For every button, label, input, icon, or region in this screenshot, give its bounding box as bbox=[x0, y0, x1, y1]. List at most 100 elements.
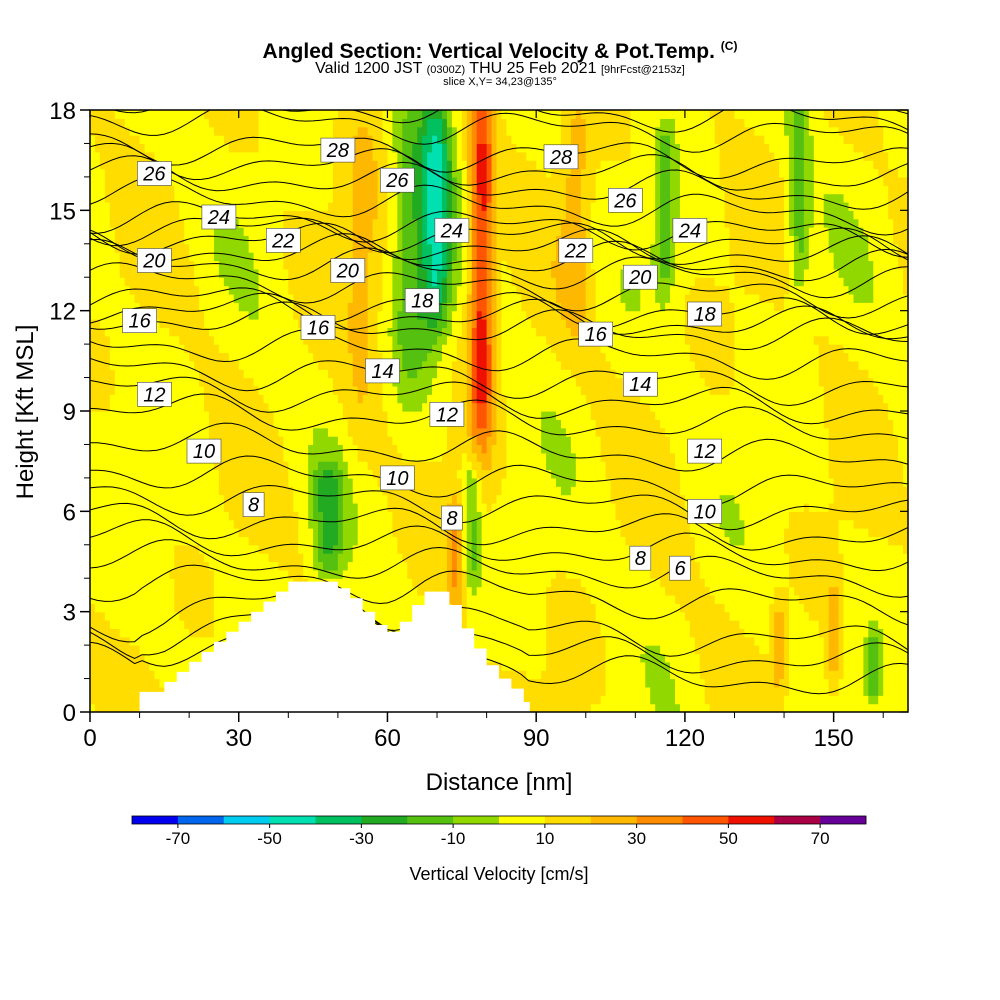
velocity-cell bbox=[323, 494, 329, 504]
velocity-cell bbox=[273, 110, 279, 119]
velocity-cell bbox=[124, 452, 131, 462]
velocity-cell bbox=[129, 268, 136, 278]
velocity-cell bbox=[159, 210, 165, 220]
velocity-cell bbox=[90, 335, 96, 345]
velocity-cell bbox=[308, 293, 314, 303]
velocity-cell bbox=[169, 201, 175, 211]
velocity-cell bbox=[357, 143, 364, 153]
velocity-cell bbox=[377, 528, 384, 538]
velocity-cell bbox=[392, 218, 398, 228]
velocity-cell bbox=[223, 243, 230, 253]
velocity-cell bbox=[233, 135, 240, 145]
velocity-cell bbox=[134, 661, 141, 671]
velocity-cell bbox=[154, 201, 161, 211]
velocity-cell bbox=[104, 268, 111, 278]
velocity-cell bbox=[189, 168, 195, 178]
velocity-cell bbox=[124, 394, 131, 404]
velocity-cell bbox=[273, 402, 279, 412]
velocity-cell bbox=[298, 143, 304, 153]
velocity-cell bbox=[218, 620, 225, 629]
velocity-cell bbox=[417, 586, 423, 596]
velocity-cell bbox=[204, 118, 210, 128]
velocity-cell bbox=[134, 586, 141, 596]
velocity-cell bbox=[204, 360, 210, 370]
velocity-cell bbox=[288, 419, 294, 429]
velocity-cell bbox=[417, 193, 423, 203]
velocity-cell bbox=[149, 201, 156, 211]
velocity-cell bbox=[323, 352, 329, 362]
velocity-cell bbox=[283, 469, 289, 479]
velocity-cell bbox=[154, 344, 161, 354]
velocity-cell bbox=[174, 310, 180, 320]
velocity-cell bbox=[362, 385, 369, 395]
velocity-cell bbox=[179, 335, 185, 345]
velocity-cell bbox=[382, 235, 389, 245]
velocity-cell bbox=[323, 227, 329, 237]
velocity-cell bbox=[243, 427, 250, 437]
velocity-cell bbox=[397, 394, 403, 404]
velocity-cell bbox=[114, 611, 121, 621]
velocity-cell bbox=[174, 285, 180, 295]
velocity-cell bbox=[308, 135, 314, 145]
velocity-cell bbox=[199, 319, 205, 328]
velocity-cell bbox=[114, 569, 121, 579]
velocity-cell bbox=[174, 293, 180, 303]
velocity-cell bbox=[184, 118, 190, 128]
velocity-cell bbox=[298, 218, 304, 228]
velocity-cell bbox=[189, 427, 195, 437]
velocity-cell bbox=[382, 385, 389, 395]
velocity-cell bbox=[377, 126, 384, 136]
velocity-cell bbox=[109, 628, 116, 638]
velocity-cell bbox=[258, 176, 265, 186]
velocity-cell bbox=[90, 578, 96, 588]
velocity-cell bbox=[427, 436, 433, 446]
velocity-cell bbox=[243, 302, 250, 312]
velocity-cell bbox=[263, 185, 270, 195]
velocity-cell bbox=[372, 185, 379, 195]
velocity-cell bbox=[204, 486, 210, 496]
velocity-cell bbox=[362, 285, 369, 295]
velocity-cell bbox=[134, 268, 141, 278]
velocity-cell bbox=[417, 327, 423, 337]
velocity-cell bbox=[268, 578, 275, 588]
velocity-cell bbox=[347, 402, 354, 412]
velocity-cell bbox=[268, 402, 275, 412]
velocity-cell bbox=[397, 260, 403, 270]
velocity-cell bbox=[179, 594, 185, 604]
velocity-cell bbox=[204, 302, 210, 312]
velocity-cell bbox=[184, 126, 190, 136]
velocity-cell bbox=[174, 620, 180, 629]
velocity-cell bbox=[407, 486, 413, 496]
velocity-cell bbox=[372, 252, 379, 262]
velocity-cell bbox=[347, 327, 354, 337]
velocity-cell bbox=[243, 411, 250, 420]
velocity-cell bbox=[273, 268, 279, 278]
velocity-cell bbox=[422, 268, 428, 278]
velocity-cell bbox=[114, 561, 121, 571]
velocity-cell bbox=[154, 603, 161, 613]
velocity-cell bbox=[337, 369, 344, 379]
velocity-cell bbox=[114, 160, 121, 170]
velocity-cell bbox=[124, 360, 131, 370]
velocity-cell bbox=[372, 135, 379, 145]
velocity-cell bbox=[228, 335, 235, 345]
velocity-cell bbox=[109, 561, 116, 571]
velocity-cell bbox=[159, 469, 165, 479]
velocity-cell bbox=[268, 160, 275, 170]
velocity-cell bbox=[164, 277, 170, 287]
velocity-cell bbox=[94, 686, 101, 696]
velocity-cell bbox=[228, 252, 235, 262]
velocity-cell bbox=[313, 243, 319, 253]
velocity-cell bbox=[253, 126, 260, 136]
velocity-cell bbox=[119, 160, 126, 170]
velocity-cell bbox=[288, 185, 294, 195]
velocity-cell bbox=[114, 603, 121, 613]
velocity-cell bbox=[397, 578, 403, 588]
velocity-cell bbox=[119, 603, 126, 613]
velocity-cell bbox=[362, 536, 369, 546]
velocity-cell bbox=[109, 151, 116, 161]
velocity-cell bbox=[332, 201, 339, 211]
velocity-cell bbox=[169, 243, 175, 253]
velocity-cell bbox=[208, 193, 215, 203]
velocity-cell bbox=[223, 436, 230, 446]
